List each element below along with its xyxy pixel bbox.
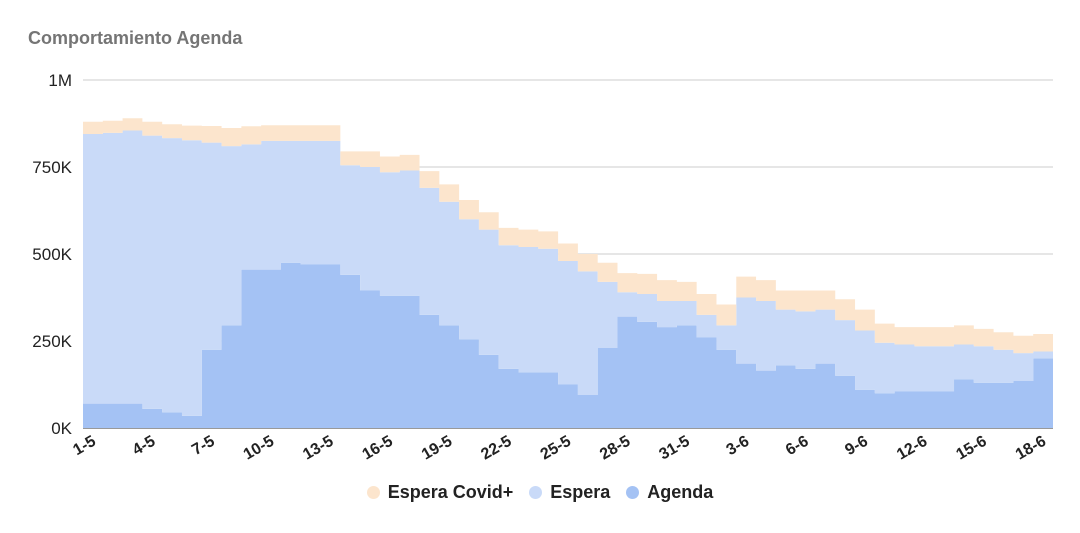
x-tick-label: 31-5 <box>657 433 693 464</box>
legend-swatch <box>626 486 640 499</box>
x-tick-label: 7-5 <box>189 433 218 459</box>
x-tick-label: 6-6 <box>783 433 812 459</box>
y-axis-ticks: 0K 250K 500K 750K 1M <box>32 71 72 438</box>
legend-swatch <box>529 486 543 499</box>
chart-title: Comportamiento Agenda <box>28 28 243 48</box>
legend-label: Espera Covid+ <box>387 482 514 502</box>
x-tick-label: 19-5 <box>419 433 455 464</box>
y-tick-label: 750K <box>32 158 72 177</box>
x-tick-label: 12-6 <box>894 433 930 464</box>
y-tick-label: 250K <box>32 332 72 351</box>
legend-item-espera[interactable]: Espera <box>529 482 610 503</box>
y-tick-label: 1M <box>48 71 72 90</box>
y-tick-label: 500K <box>32 245 72 264</box>
x-axis-ticks: 1-5 4-5 7-5 10-5 13-5 16-5 19-5 22-5 25-5 28-5 31-… <box>70 433 1049 464</box>
legend-label: Espera <box>550 482 611 502</box>
legend-swatch <box>366 486 380 499</box>
x-tick-label: 15-6 <box>953 433 989 464</box>
series-area-agenda <box>83 262 1053 428</box>
legend-item-espera-covid[interactable]: Espera Covid+ <box>366 482 514 503</box>
x-tick-label: 3-6 <box>724 433 753 459</box>
areas <box>83 118 1053 428</box>
x-tick-label: 9-6 <box>842 433 871 459</box>
x-tick-label: 18-6 <box>1013 433 1049 464</box>
x-tick-label: 4-5 <box>130 433 159 459</box>
series-area-espera-covid <box>83 118 1053 354</box>
x-tick-label: 25-5 <box>538 433 574 464</box>
x-tick-label: 28-5 <box>597 433 633 464</box>
legend-label: Agenda <box>647 482 714 502</box>
x-tick-label: 22-5 <box>478 433 514 464</box>
series-area-espera <box>83 130 1053 416</box>
y-tick-label: 0K <box>51 419 72 438</box>
legend-item-agenda[interactable]: Agenda <box>626 482 713 503</box>
x-tick-label: 16-5 <box>360 433 396 464</box>
x-tick-label: 13-5 <box>300 433 336 464</box>
legend: Espera Covid+ Espera Agenda <box>0 482 1080 503</box>
x-tick-label: 10-5 <box>241 433 277 464</box>
x-tick-label: 1-5 <box>70 433 99 459</box>
